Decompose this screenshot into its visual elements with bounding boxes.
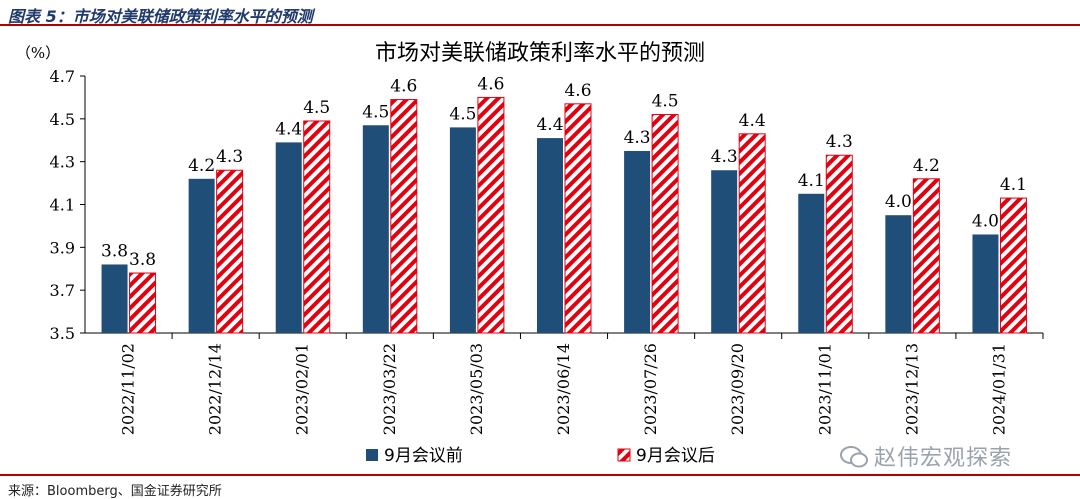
bar-after-meeting xyxy=(912,178,940,334)
bar-before-meeting xyxy=(885,215,912,333)
figure-caption: 图表 5：市场对美联储政策利率水平的预测 xyxy=(8,7,313,26)
data-label: 4.0 xyxy=(885,192,912,212)
data-label: 3.8 xyxy=(129,250,156,270)
data-label: 4.1 xyxy=(1000,175,1027,195)
y-tick-label: 3.7 xyxy=(50,281,75,300)
bar-after-meeting xyxy=(303,120,331,334)
x-tick-label: 2023/07/26 xyxy=(641,343,660,435)
x-tick-label: 2023/05/03 xyxy=(467,343,486,435)
legend-label-before: 9月会议前 xyxy=(384,446,463,466)
bar-before-meeting xyxy=(711,170,738,333)
data-label: 4.6 xyxy=(564,81,591,101)
bar-before-meeting xyxy=(537,138,563,333)
legend-swatch-before xyxy=(366,449,378,461)
data-label: 4.5 xyxy=(303,98,330,118)
data-label: 4.4 xyxy=(536,115,563,135)
data-label: 4.5 xyxy=(449,104,476,124)
bar-before-meeting xyxy=(449,127,476,334)
x-tick-label: 2024/01/31 xyxy=(989,343,1008,435)
bar-before-meeting xyxy=(275,142,302,333)
x-tick-label: 2023/09/20 xyxy=(728,343,747,435)
bar-before-meeting xyxy=(798,193,825,333)
watermark: 赵伟宏观探索 xyxy=(840,440,1012,472)
rate-forecast-chart: 市场对美联储政策利率水平的预测 （%） 3.53.73.94.14.34.54.… xyxy=(16,41,1044,466)
y-tick-label: 4.1 xyxy=(50,196,75,215)
y-tick-label: 4.7 xyxy=(50,67,75,86)
y-tick-label: 4.5 xyxy=(50,110,75,129)
chart-title: 市场对美联储政策利率水平的预测 xyxy=(375,41,705,66)
data-label: 4.6 xyxy=(477,74,504,94)
legend-swatch-after xyxy=(617,448,631,462)
bar-before-meeting xyxy=(624,150,651,333)
bar-before-meeting xyxy=(972,234,999,333)
bar-before-meeting xyxy=(188,178,215,333)
bar-after-meeting xyxy=(477,96,505,334)
x-tick-label: 2023/02/01 xyxy=(293,343,312,435)
source-note: 来源：Bloomberg、国金证券研究所 xyxy=(8,484,222,499)
x-tick-label: 2022/11/02 xyxy=(119,343,138,435)
bar-after-meeting xyxy=(216,169,244,334)
data-label: 4.3 xyxy=(216,147,243,167)
data-label: 4.2 xyxy=(913,156,940,176)
legend-label-after: 9月会议后 xyxy=(636,446,715,466)
bottom-rule xyxy=(0,474,1080,476)
data-label: 4.4 xyxy=(275,119,302,139)
x-tick-label: 2023/03/22 xyxy=(380,343,399,435)
bar-after-meeting xyxy=(651,114,679,334)
watermark-text: 赵伟宏观探索 xyxy=(874,446,1013,471)
x-tick-label: 2022/12/14 xyxy=(206,343,225,435)
y-tick-label: 3.5 xyxy=(50,324,75,343)
data-label: 4.5 xyxy=(652,92,679,112)
data-label: 4.6 xyxy=(390,77,417,97)
bar-before-meeting xyxy=(362,125,389,333)
bar-after-meeting xyxy=(564,103,592,334)
wechat-icon xyxy=(840,446,868,468)
bar-after-meeting xyxy=(390,99,418,334)
data-label: 4.4 xyxy=(739,111,766,131)
data-label: 4.3 xyxy=(711,147,738,167)
bar-after-meeting xyxy=(129,272,157,334)
x-tick-label: 2023/11/01 xyxy=(815,343,834,435)
data-label: 3.8 xyxy=(101,241,128,261)
bar-after-meeting xyxy=(999,197,1027,334)
data-label: 4.0 xyxy=(972,211,999,231)
x-tick-label: 2023/06/14 xyxy=(554,343,573,435)
data-label: 4.1 xyxy=(798,171,825,191)
data-label: 4.3 xyxy=(624,128,651,148)
top-rule xyxy=(0,24,1080,26)
bar-after-meeting xyxy=(738,133,766,334)
legend: 9月会议前 9月会议后 xyxy=(366,446,715,466)
data-label: 4.3 xyxy=(826,132,853,152)
bar-before-meeting xyxy=(101,264,128,333)
y-axis-unit: （%） xyxy=(16,44,60,62)
data-label: 4.5 xyxy=(362,102,389,122)
x-tick-label: 2023/12/13 xyxy=(902,343,921,435)
y-tick-label: 3.9 xyxy=(50,238,75,257)
data-label: 4.2 xyxy=(188,156,215,176)
bar-after-meeting xyxy=(825,154,853,334)
y-tick-label: 4.3 xyxy=(50,153,75,172)
